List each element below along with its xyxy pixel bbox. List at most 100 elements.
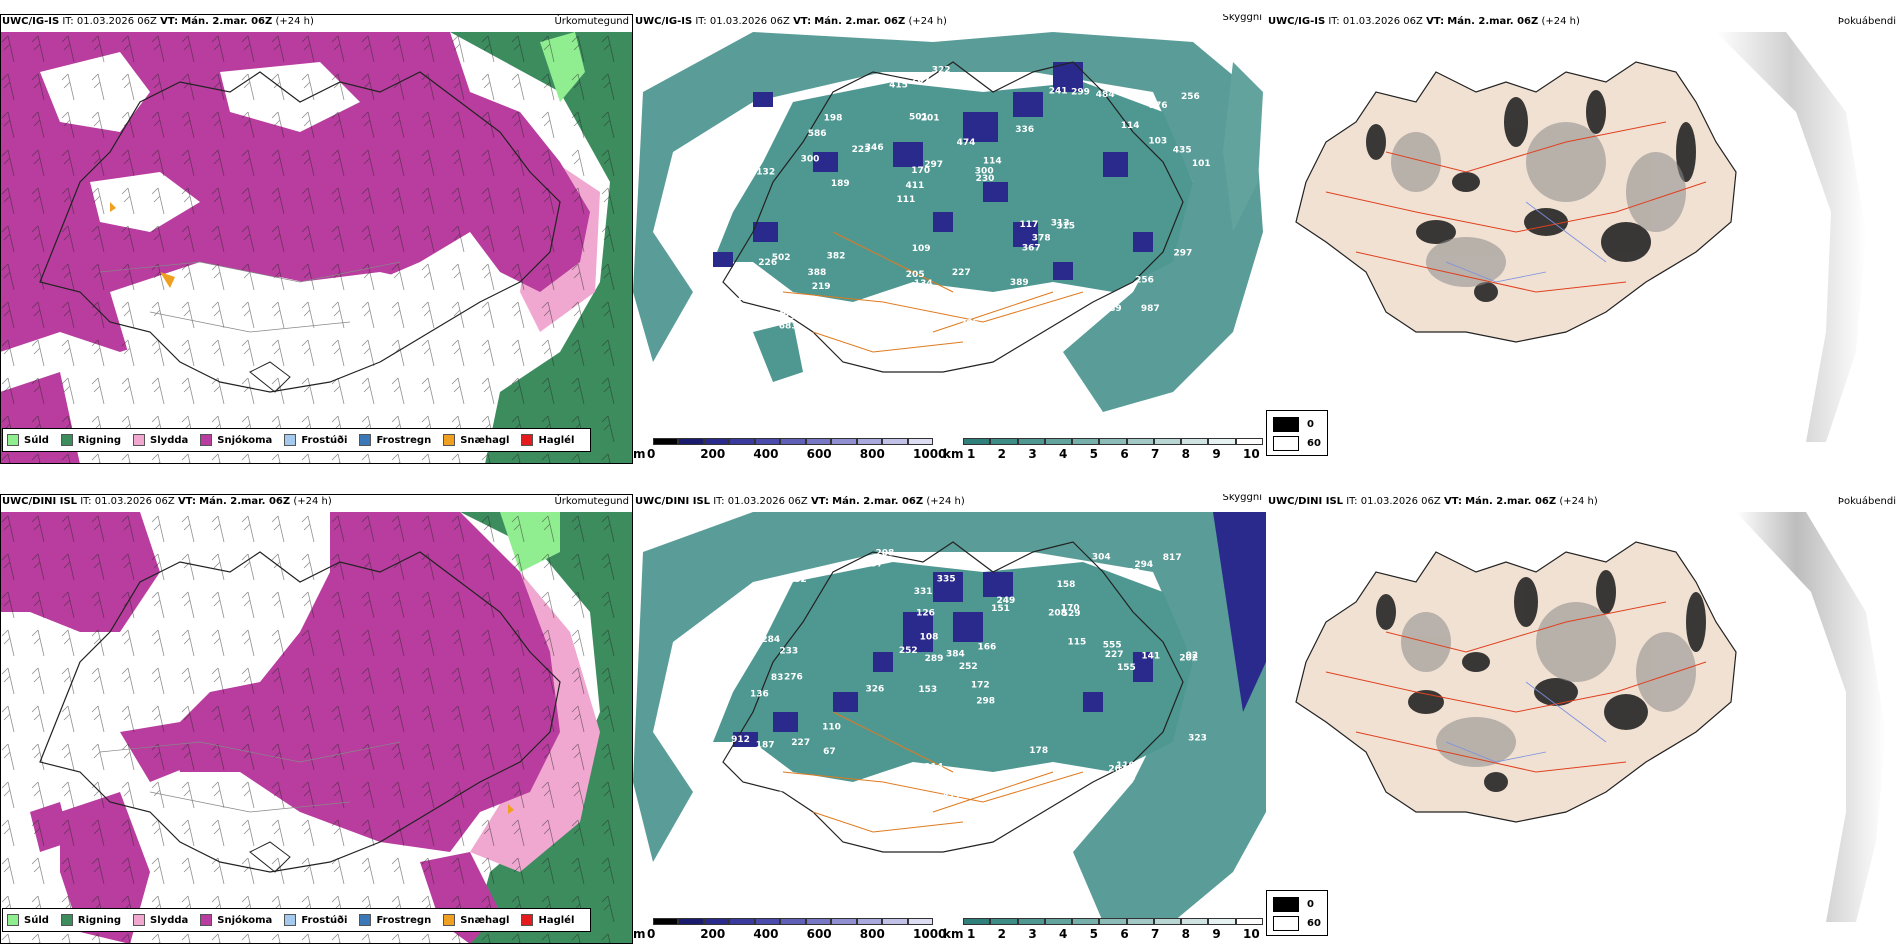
it-value: 01.03.2026 06Z <box>709 16 790 27</box>
cloud-ceiling-label: 287 <box>911 75 930 85</box>
vt-label: VT: <box>1443 496 1462 507</box>
legend-item-haglel: Haglél <box>521 434 574 446</box>
legend-item-slydda: Slydda <box>133 914 188 926</box>
cloud-ceiling-label: 126 <box>916 609 935 619</box>
cloud-ceiling-label: 158 <box>1057 580 1076 590</box>
cloud-ceiling-map: 208 158 202 153 298 276 93 208 136 151 252 216 137 32… <box>633 512 1266 922</box>
precip-type-panel-row2: UWC/DINI ISL IT: 01.03.2026 06Z VT: Mán.… <box>0 494 633 944</box>
cloud-ceiling-label: 208 <box>1048 608 1067 618</box>
cloud-ceiling-label: 261 <box>1108 765 1127 775</box>
model-name: UWC/DINI ISL <box>635 496 711 507</box>
cloud-ceiling-label: 326 <box>866 685 885 695</box>
cloud-ceiling-label: 93 <box>748 588 761 598</box>
cloud-ceiling-label: 258 <box>763 110 782 120</box>
colorbar-tick-label: 0 <box>647 927 656 941</box>
it-label: IT: <box>80 496 92 507</box>
cloud-ceiling-label: 252 <box>959 662 978 672</box>
colorbar-tick-label: 2 <box>997 447 1007 461</box>
cloud-ceiling-label: 67 <box>823 747 836 757</box>
cloud-ceiling-label: 89 <box>1128 568 1141 578</box>
cloud-ceiling-label: 134 <box>914 279 933 289</box>
cloud-ceiling-label: 202 <box>1179 653 1198 663</box>
cloud-ceiling-label: 832 <box>788 575 807 585</box>
colorbar-segment <box>678 918 704 925</box>
cloud-ceiling-label: 315 <box>1056 222 1075 232</box>
cloud-ceiling-label: 168 <box>726 623 745 633</box>
cloud-ceiling-label: 346 <box>865 143 884 153</box>
cloud-ceiling-label: 529 <box>1062 609 1081 619</box>
cloud-ceiling-label: 216 <box>764 791 783 801</box>
colorbar-segment <box>1126 438 1154 445</box>
colorbar-tick-label: 1 <box>967 927 976 941</box>
colorbar-segment <box>754 438 781 445</box>
lead-time: (+24 h) <box>1559 496 1598 507</box>
cloud-ceiling-label: 276 <box>784 673 803 683</box>
cloud-ceiling-label: 256 <box>1135 276 1154 286</box>
colorbar-tick-label: 6 <box>1120 927 1129 941</box>
colorbar-segment <box>990 438 1018 445</box>
panel-title: Þokuábendi <box>1837 496 1896 507</box>
cloud-ceiling-label: 323 <box>1188 733 1207 743</box>
cloud-ceiling-label: 501 <box>909 113 928 123</box>
colorbar-segment <box>805 918 832 925</box>
vt-value: Mán. 2.mar. 06Z <box>199 496 291 507</box>
cloud-ceiling-label: 298 <box>976 697 995 707</box>
colorbar-tick-label: 800 <box>859 447 885 461</box>
colorbar-tick-label: 800 <box>859 927 885 941</box>
cloud-ceiling-label: 484 <box>1096 90 1115 100</box>
colorbar-segment <box>1235 438 1263 445</box>
it-value: 01.03.2026 06Z <box>94 496 175 507</box>
it-label: IT: <box>1328 16 1340 27</box>
colorbar-segment <box>856 918 883 925</box>
it-label: IT: <box>713 496 725 507</box>
cloud-ceiling-label: 151 <box>991 604 1010 614</box>
cloud-ceiling-label: 249 <box>997 596 1016 606</box>
vt-label: VT: <box>810 496 829 507</box>
vt-label: VT: <box>793 16 812 27</box>
colorbar-tick-label: 1000 <box>913 447 947 461</box>
vt-label: VT: <box>160 16 179 27</box>
fog-indicator-map <box>1266 512 1900 922</box>
cloud-ceiling-label: 338 <box>901 778 920 788</box>
lead-time: (+24 h) <box>908 16 947 27</box>
colorbar-tick-label: 3 <box>1028 447 1037 461</box>
cloud-ceiling-label: 289 <box>925 654 944 664</box>
cloud-ceiling-label: 284 <box>761 635 780 645</box>
colorbar-segment <box>1017 918 1045 925</box>
cloud-ceiling-label: 187 <box>756 741 775 751</box>
cloud-ceiling-label: 388 <box>808 268 827 278</box>
colorbar-tick-label: 5 <box>1089 927 1099 941</box>
cloud-ceiling-label: 219 <box>812 282 831 292</box>
legend-item-snjokoma: Snjókoma <box>200 434 272 446</box>
cloud-ceiling-label: 103 <box>1148 137 1167 147</box>
colorbar-tick-label: 9 <box>1212 447 1221 461</box>
ceiling-colorbar: m 0 200 400 600 800 1000 <box>633 918 946 944</box>
cloud-ceiling-label: 172 <box>971 680 990 690</box>
cloud-ceiling-label: 284 <box>768 779 787 789</box>
colorbar-tick-label: 400 <box>753 927 779 941</box>
lead-time: (+24 h) <box>293 496 332 507</box>
ceiling-unit: m <box>633 927 646 941</box>
colorbar-segment <box>907 918 933 925</box>
cloud-ceiling-label: 114 <box>1121 121 1140 131</box>
visibility-colorbar: km 1 2 3 4 5 6 7 8 9 10 <box>943 918 1263 944</box>
lead-time: (+24 h) <box>275 16 314 27</box>
cloud-ceiling-label: 817 <box>1163 553 1182 563</box>
panel-header: UWC/DINI ISL IT: 01.03.2026 06Z VT: Mán.… <box>633 494 1266 510</box>
it-value: 01.03.2026 06Z <box>76 16 157 27</box>
model-name: UWC/IG-IS <box>2 16 60 27</box>
cloud-ceiling-label: 136 <box>750 690 769 700</box>
colorbar-segment <box>729 438 755 445</box>
colorbar-segment <box>990 918 1018 925</box>
cloud-ceiling-label: 367 <box>1022 244 1041 254</box>
cloud-ceiling-label: 223 <box>852 145 871 155</box>
cloud-ceiling-label: 26 <box>742 310 755 320</box>
vt-value: Mán. 2.mar. 06Z <box>1447 16 1539 27</box>
colorbar-segment <box>703 918 730 925</box>
cloud-ceiling-label: 108 <box>920 633 939 643</box>
lead-time: (+24 h) <box>926 496 965 507</box>
legend-item-rigning: Rigning <box>60 434 121 446</box>
cloud-ceiling-label: 215 <box>730 145 749 155</box>
colorbar-tick-label: 10 <box>1243 927 1260 941</box>
cloud-ceiling-label: 227 <box>791 738 810 748</box>
